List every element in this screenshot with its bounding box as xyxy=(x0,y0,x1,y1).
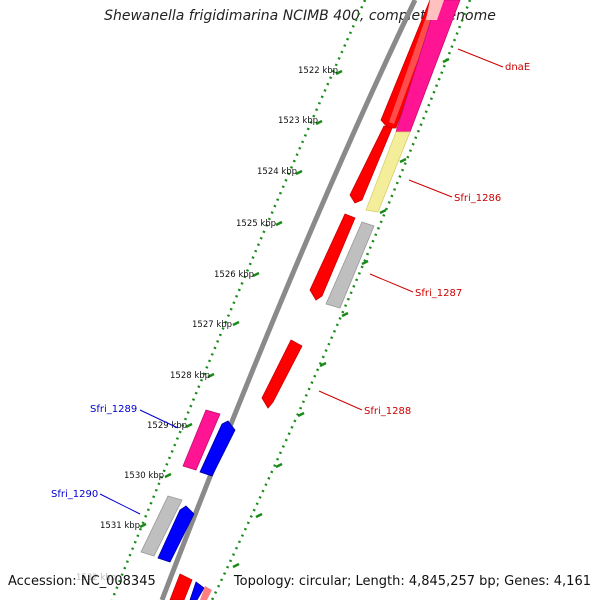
gene-feature[interactable] xyxy=(140,495,183,557)
tick-label: 1525 kbp xyxy=(236,219,276,229)
gene-feature[interactable] xyxy=(157,505,195,563)
genome-backbone xyxy=(159,0,418,600)
tick-mark xyxy=(399,157,407,164)
gene-feature[interactable] xyxy=(426,0,444,20)
tick-mark xyxy=(442,57,450,64)
tick-mark xyxy=(232,562,240,569)
tick-label: 1523 kbp xyxy=(278,116,318,126)
gene-label-sfri-1288[interactable]: Sfri_1288 xyxy=(364,406,411,417)
accession-label: Accession: NC_008345 xyxy=(8,574,156,589)
tick-label: 1532 kbp xyxy=(76,573,116,583)
tick-mark xyxy=(297,411,305,418)
tick-label: 1530 kbp xyxy=(124,471,164,481)
tick-mark xyxy=(164,472,172,479)
gene-label-sfri-1290[interactable]: Sfri_1290 xyxy=(51,489,98,500)
gene-label-dnae[interactable]: dnaE xyxy=(505,62,530,73)
label-leader-line xyxy=(408,179,453,198)
features xyxy=(140,0,461,600)
tick-mark xyxy=(341,311,349,318)
gene-feature[interactable] xyxy=(199,420,236,477)
label-leader-line xyxy=(457,48,504,68)
tick-mark xyxy=(379,208,387,215)
gene-feature[interactable] xyxy=(325,221,375,309)
tick-label: 1528 kbp xyxy=(170,371,210,381)
inner-ticks xyxy=(139,69,343,529)
tick-label: 1526 kbp xyxy=(214,270,254,280)
label-leader-line xyxy=(99,493,141,515)
label-leader-line xyxy=(139,409,179,429)
gene-feature[interactable] xyxy=(182,409,221,471)
tick-label: 1527 kbp xyxy=(192,320,232,330)
map-title: Shewanella frigidimarina NCIMB 400, comp… xyxy=(104,8,496,24)
gene-feature[interactable] xyxy=(349,125,393,204)
inner-tick-ring xyxy=(110,0,367,600)
tick-label: 1524 kbp xyxy=(257,167,297,177)
tick-mark xyxy=(361,259,369,266)
tick-mark xyxy=(185,422,193,429)
outer-ticks xyxy=(232,57,450,569)
tick-mark xyxy=(232,320,240,327)
tick-mark xyxy=(207,372,215,379)
gene-feature[interactable] xyxy=(189,581,205,600)
tick-label: 1529 kbp xyxy=(147,421,187,431)
label-leader-line xyxy=(369,273,414,293)
gene-feature[interactable] xyxy=(261,339,303,409)
gene-label-sfri-1286[interactable]: Sfri_1286 xyxy=(454,193,501,204)
gene-feature[interactable] xyxy=(309,213,356,301)
tick-mark xyxy=(252,271,260,278)
tick-mark xyxy=(335,69,343,76)
outer-tick-ring xyxy=(210,0,472,600)
tick-mark xyxy=(255,512,263,519)
label-leader-line xyxy=(318,390,363,411)
tick-label: 1522 kbp xyxy=(298,66,338,76)
gene-feature[interactable] xyxy=(365,131,411,213)
tick-mark xyxy=(139,522,147,529)
gene-label-sfri-1289[interactable]: Sfri_1289 xyxy=(90,404,137,415)
tick-mark xyxy=(295,169,303,176)
gene-feature[interactable] xyxy=(200,586,212,600)
tick-label: 1531 kbp xyxy=(100,521,140,531)
gene-feature[interactable] xyxy=(169,573,193,600)
tick-mark xyxy=(275,220,283,227)
tick-mark xyxy=(319,361,327,368)
genome-summary: Topology: circular; Length: 4,845,257 bp… xyxy=(233,574,591,589)
tick-mark xyxy=(275,462,283,469)
gene-label-sfri-1287[interactable]: Sfri_1287 xyxy=(415,288,462,299)
tick-mark xyxy=(315,119,323,126)
